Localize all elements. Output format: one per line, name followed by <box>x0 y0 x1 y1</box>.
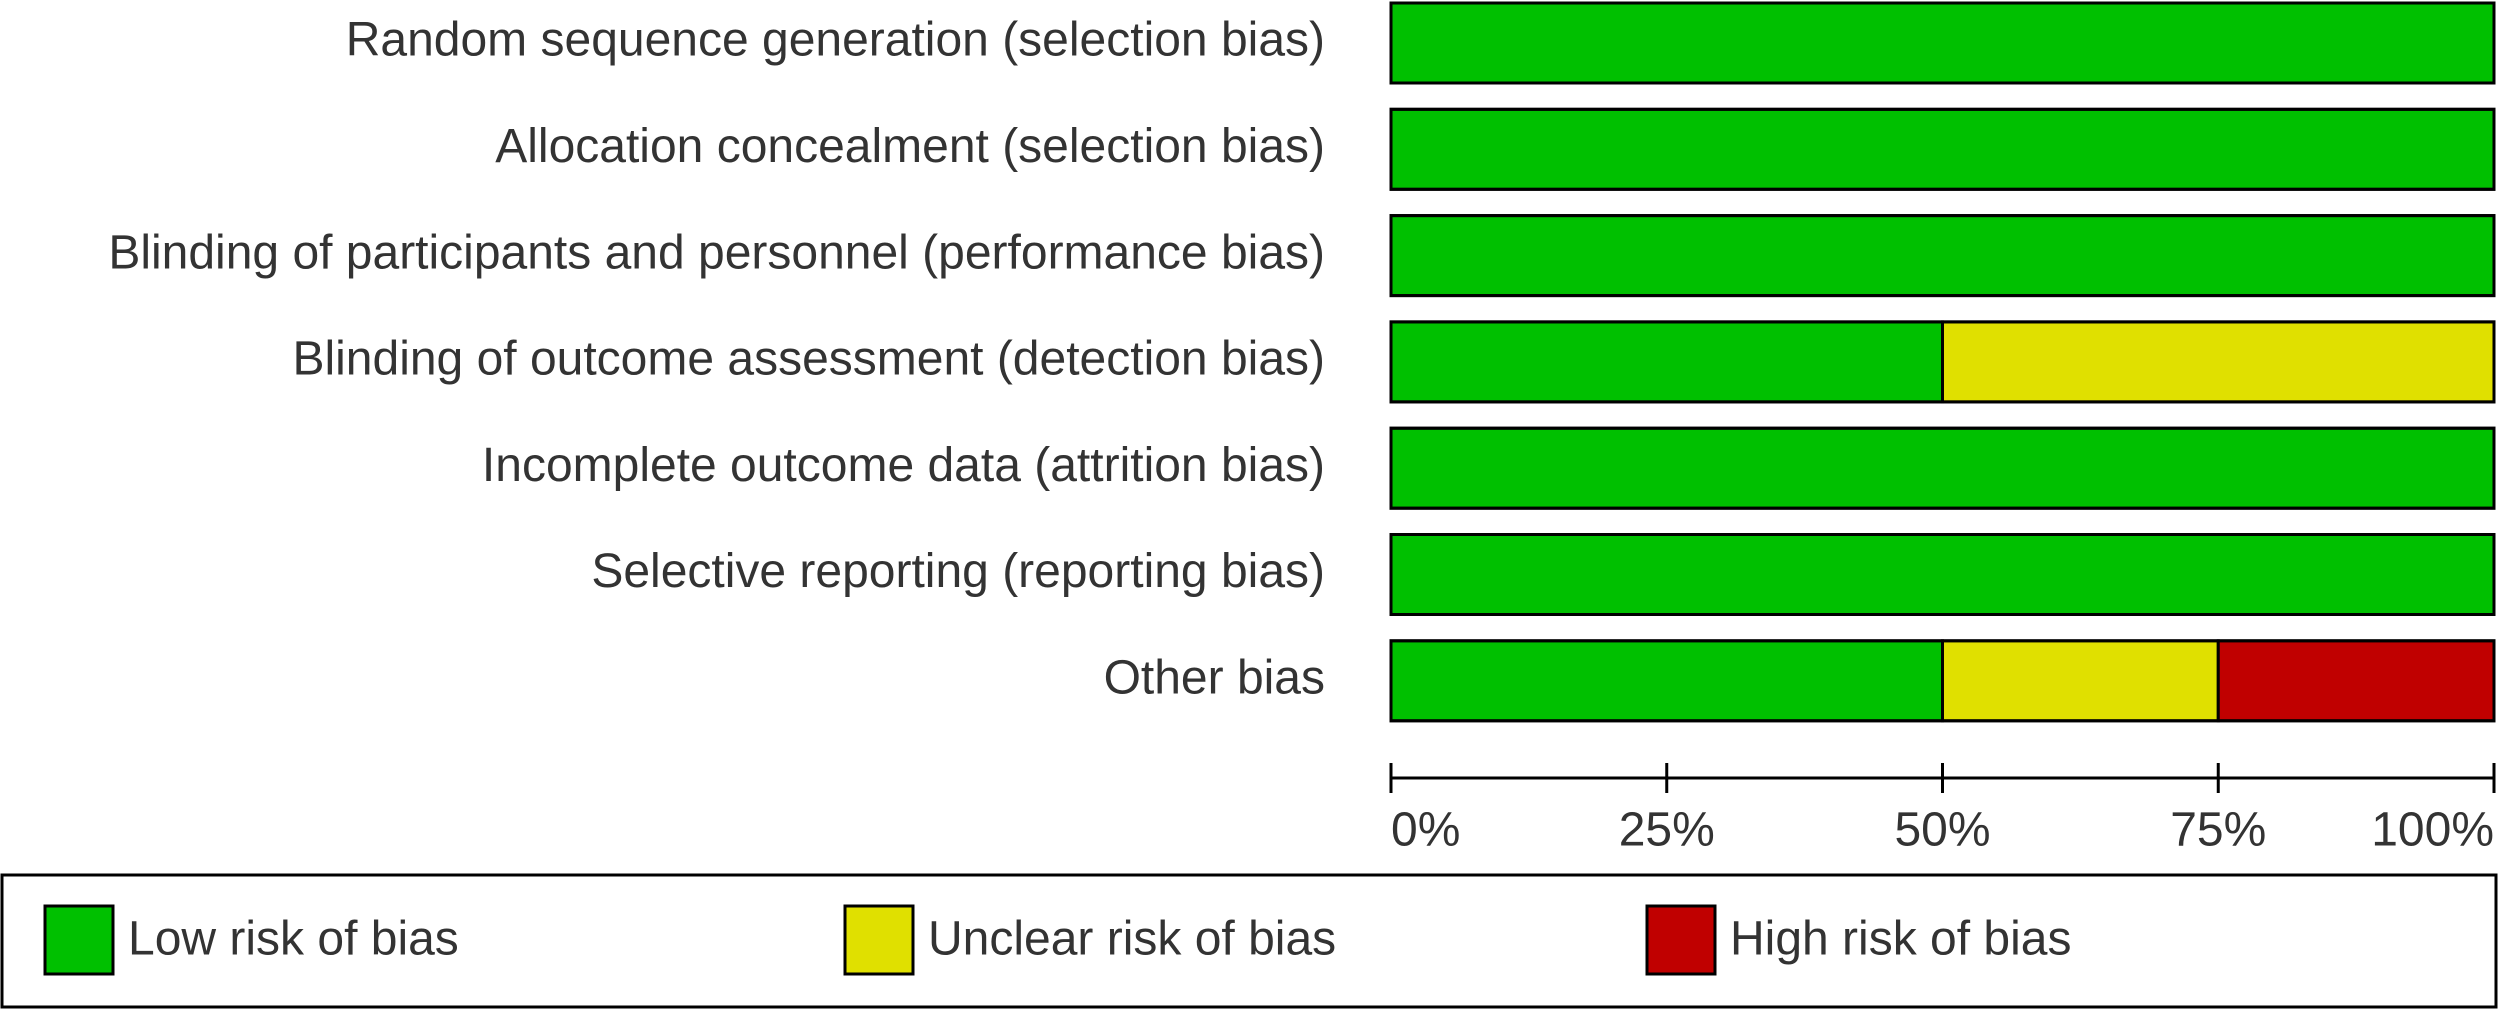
bar-segment <box>1941 320 2496 404</box>
bar-segment <box>1389 214 2496 298</box>
x-tick-label: 25% <box>1619 804 1715 857</box>
category-label: Other bias <box>1104 651 1325 704</box>
bar-segment <box>1389 107 2496 191</box>
bar-segment <box>2216 639 2496 723</box>
x-tick-label: 50% <box>1894 804 1990 857</box>
category-label: Blinding of outcome assessment (detectio… <box>292 333 1325 386</box>
bar-outline <box>1389 214 2496 298</box>
bar-outline <box>1389 107 2496 191</box>
legend-label: Unclear risk of bias <box>928 913 1336 966</box>
bar-outline <box>1389 533 2496 616</box>
bar-outline <box>1389 320 2496 404</box>
bar-outline <box>1389 1 2496 85</box>
bar-outline <box>1389 426 2496 510</box>
bar-segment <box>1941 639 2220 723</box>
x-tick-label: 75% <box>2170 804 2266 857</box>
legend-swatch <box>43 904 115 976</box>
bar-outline <box>1389 639 2496 723</box>
legend-label: High risk of bias <box>1730 913 2071 966</box>
category-label: Random sequence generation (selection bi… <box>346 14 1325 67</box>
category-label: Blinding of participants and personnel (… <box>108 226 1325 279</box>
bar-segment <box>1389 320 1944 404</box>
bar-segment <box>1389 1 2496 85</box>
category-label: Incomplete outcome data (attrition bias) <box>482 439 1325 492</box>
x-tick-label: 100% <box>2371 804 2494 857</box>
legend-box <box>0 873 2498 1009</box>
bar-segment <box>1389 426 2496 510</box>
legend-label: Low risk of bias <box>128 913 459 966</box>
category-label: Selective reporting (reporting bias) <box>591 545 1325 598</box>
legend-swatch <box>1645 904 1717 976</box>
bar-segment <box>1389 533 2496 616</box>
x-tick-label: 0% <box>1391 804 1460 857</box>
legend-swatch <box>843 904 915 976</box>
category-label: Allocation concealment (selection bias) <box>495 120 1325 173</box>
bar-segment <box>1389 639 1944 723</box>
